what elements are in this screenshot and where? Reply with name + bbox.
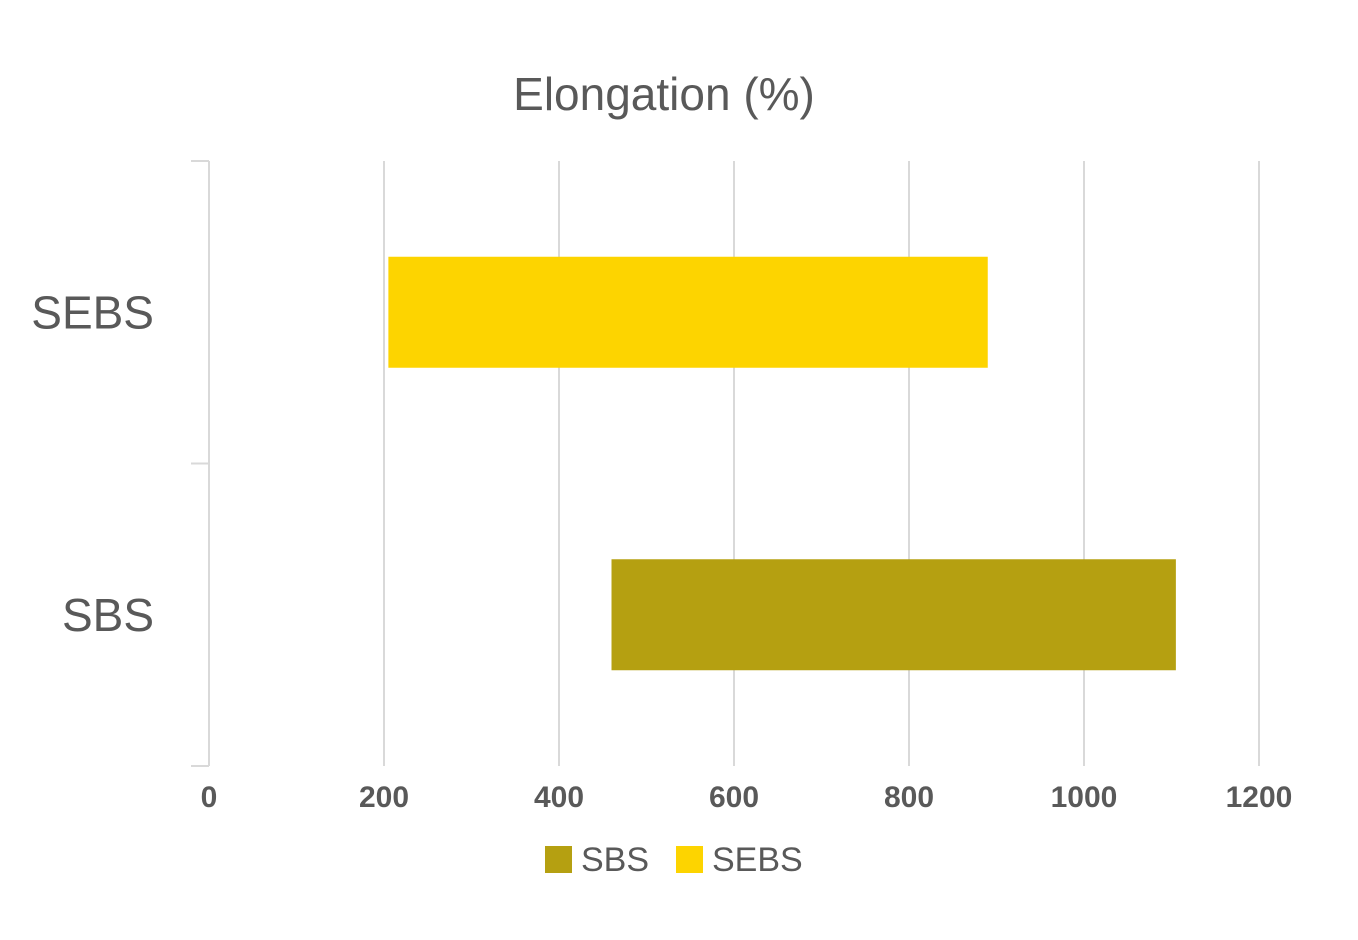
x-tick-label: 0 (201, 781, 218, 814)
legend-label-sebs: SEBS (712, 841, 803, 879)
legend-label-sbs: SBS (581, 841, 649, 879)
axes (191, 160, 210, 767)
x-tick-label: 800 (884, 781, 934, 814)
x-tick-labels: 0 200 400 600 800 1000 1200 (201, 781, 1293, 814)
chart-title: Elongation (%) (513, 68, 815, 120)
bars (388, 256, 1176, 671)
x-tick-label: 1000 (1051, 781, 1118, 814)
x-tick-label: 400 (534, 781, 584, 814)
legend: SBS SEBS (545, 841, 803, 879)
legend-swatch-sebs (676, 846, 703, 873)
category-label: SBS (62, 589, 154, 641)
legend-swatch-sbs (545, 846, 572, 873)
category-labels: SBS SEBS (31, 286, 154, 641)
x-tick-label: 1200 (1226, 781, 1293, 814)
bar-sbs (611, 559, 1176, 671)
gridlines (383, 161, 1260, 766)
x-tick-label: 200 (359, 781, 409, 814)
category-label: SEBS (31, 286, 154, 338)
bar-sebs (388, 256, 988, 368)
x-tick-label: 600 (709, 781, 759, 814)
